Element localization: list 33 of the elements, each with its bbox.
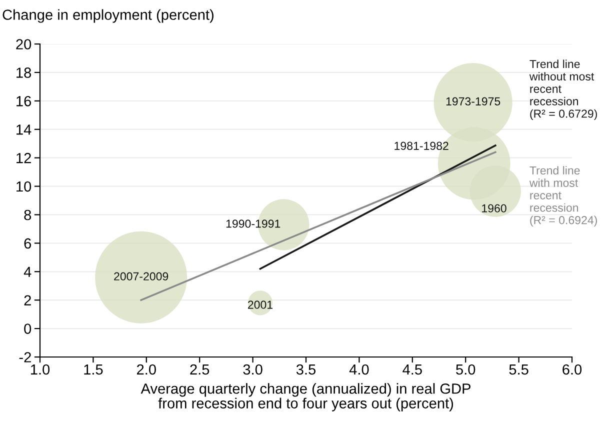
x-tick-label: 2.0 [137,364,156,375]
annotation: 2007-2009 [114,272,168,280]
x-tick-label: 2.5 [190,364,210,375]
x-tick-label: 5.5 [509,364,528,375]
y-tick-label: -2 [19,352,31,362]
x-tick-label: 4.0 [349,364,369,375]
x-tick-label: 4.5 [402,364,422,375]
annotation: 1990-1991 [226,220,280,228]
y-tick-label: 8 [24,210,32,220]
text: Trend line with most recent recession (R² = 0.6924) [529,166,597,226]
annotation: 2001 [248,300,273,309]
x-tick-label: 1.5 [84,364,103,375]
y-tick-label: 2 [24,295,31,306]
annotation: 1973-1975 [446,97,500,106]
y-tick-label: 14 [16,124,32,135]
y-tick-label: 4 [24,266,32,277]
x-tick-label: 3.5 [296,364,316,375]
x-tick-label: 3.0 [243,364,262,375]
annotation: 1981-1982 [394,142,448,150]
y-tick-label: 10 [16,181,32,192]
x-tick-label: 1.0 [30,364,50,375]
y-tick-label: 12 [16,152,31,164]
y-tick-label: 6 [24,238,32,249]
x-axis-title: Average quarterly change (annualized) in real GDP from recession end to four years out (percent) [140,383,470,412]
x-tick-label: 6.0 [562,364,582,375]
text: Trend line without most recent recession (R² = 0.6729) [529,60,597,120]
y-tick-label: 20 [16,39,32,50]
x-tick-label: 5.0 [456,364,476,375]
y-tick-label: 16 [16,96,32,106]
y-axis-title: Change in employment (percent) [2,9,214,23]
annotation: 1960 [482,204,506,212]
y-tick-label: 18 [16,68,32,78]
y-tick-label: 0 [24,324,32,334]
